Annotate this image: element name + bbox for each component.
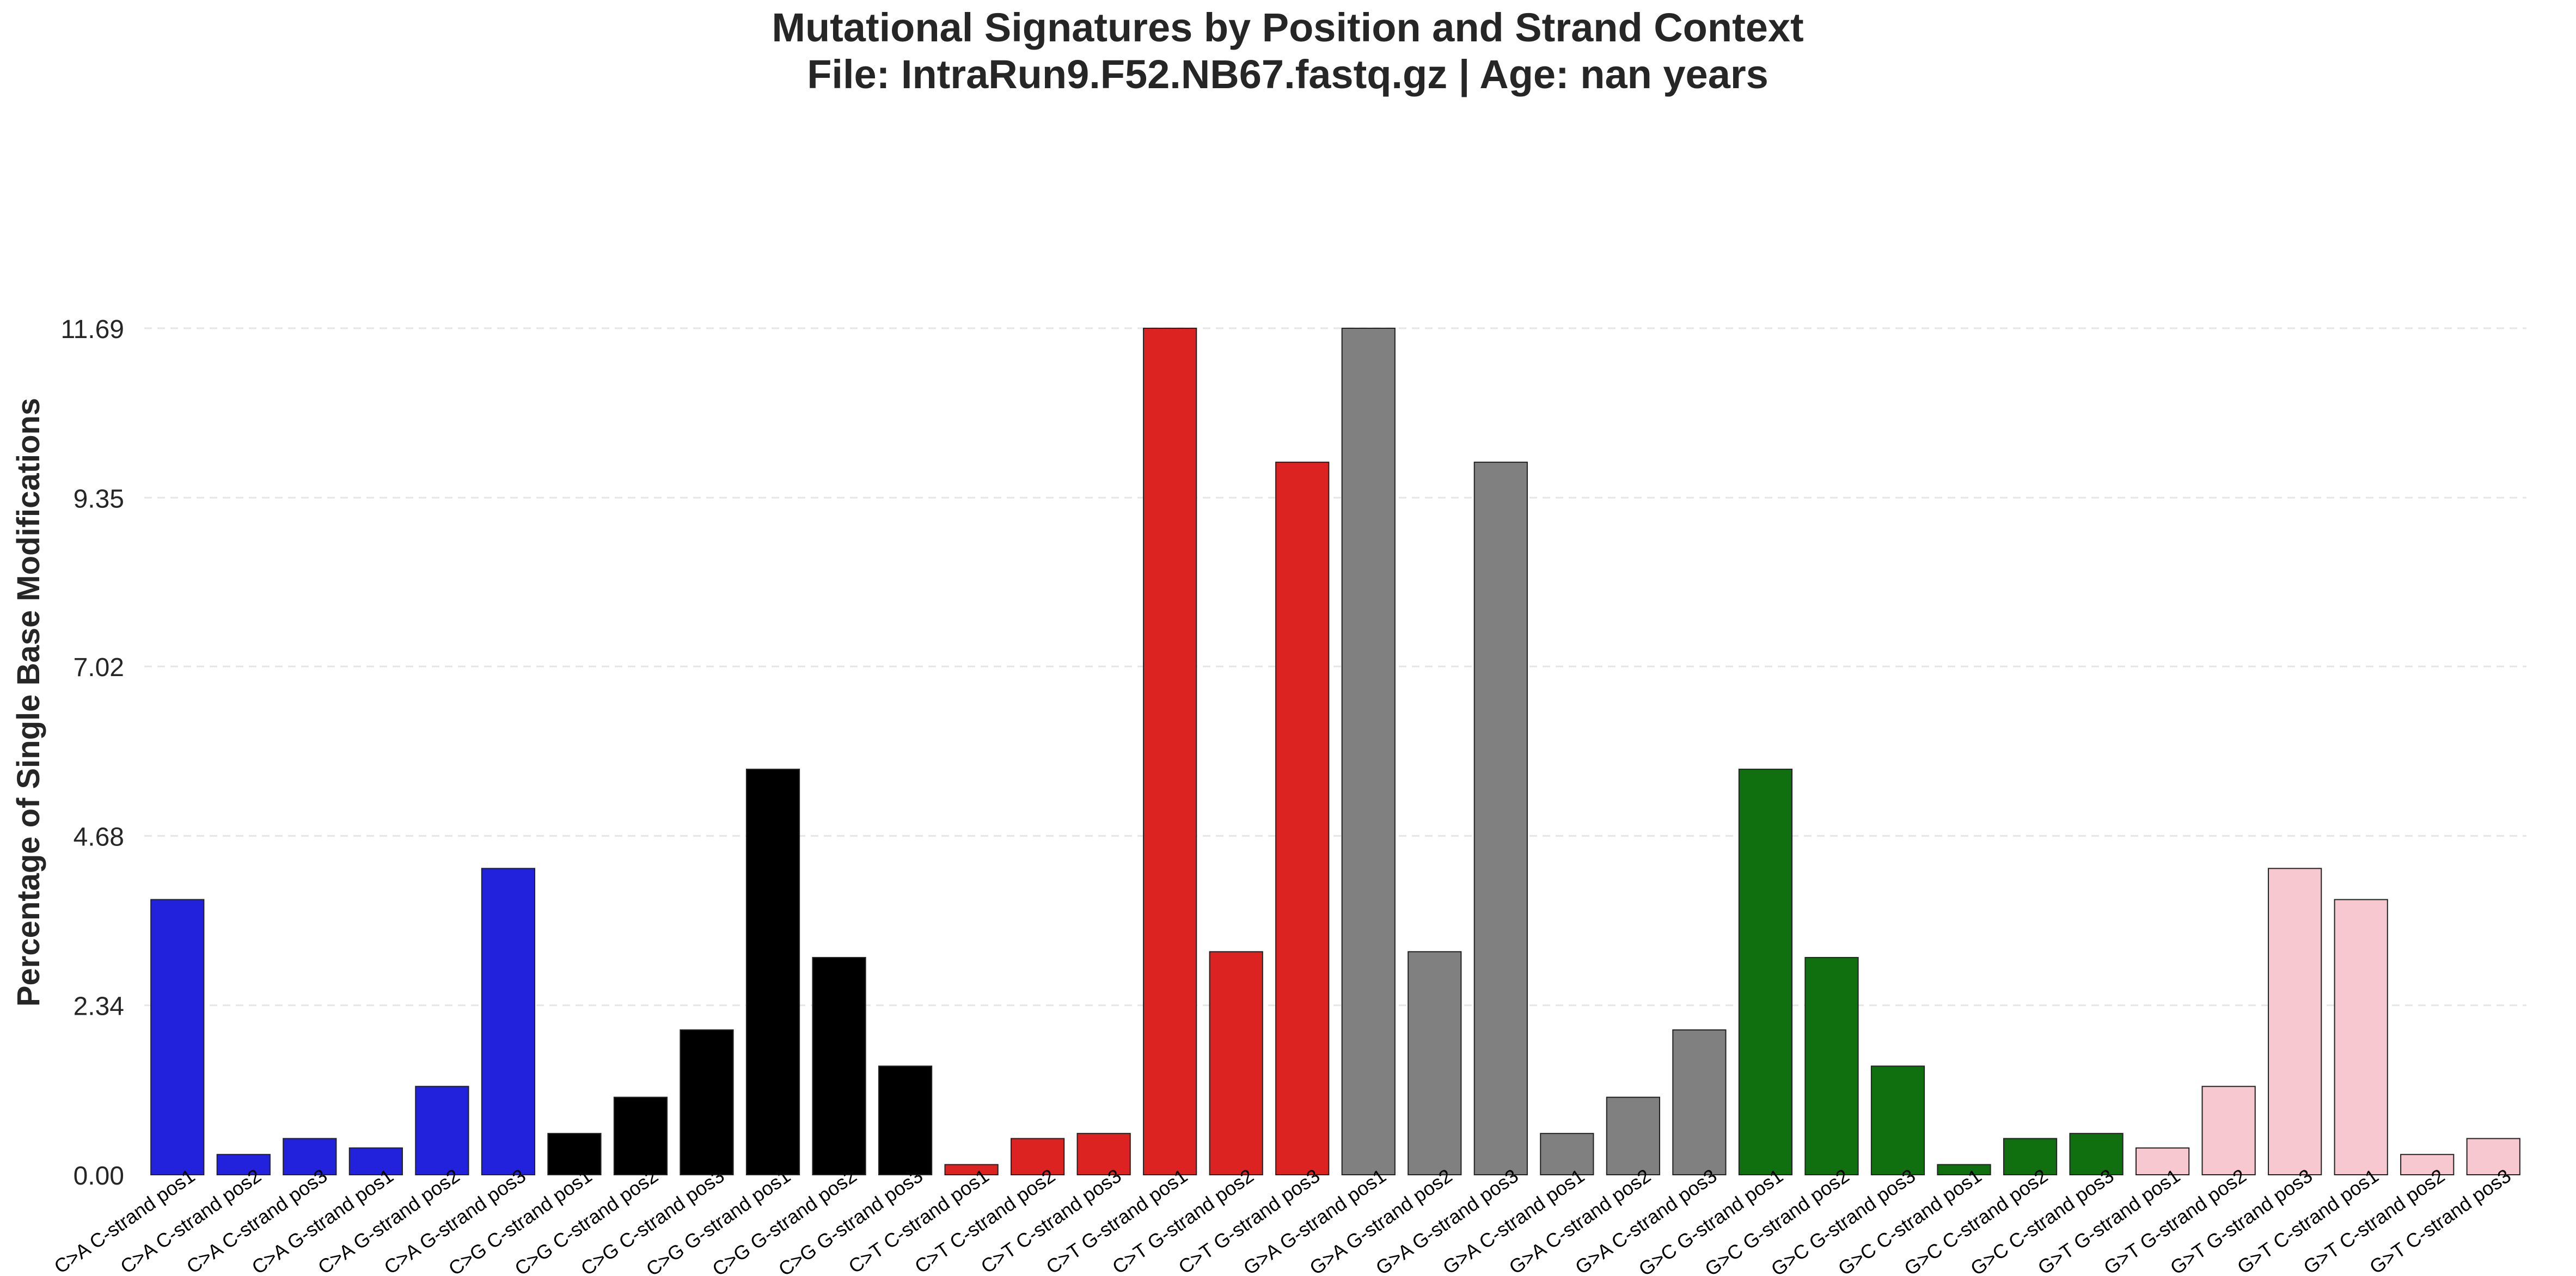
- bar: [613, 1096, 668, 1175]
- bar: [547, 1133, 602, 1175]
- bar: [150, 899, 205, 1176]
- y-tick-label: 4.68: [74, 823, 124, 851]
- bar: [1011, 1138, 1065, 1176]
- bars: [150, 328, 2520, 1176]
- y-axis-ticks: 0.00 2.34 4.68 7.02 9.35 11.69: [60, 315, 124, 1191]
- bar: [481, 868, 536, 1175]
- bar: [415, 1085, 469, 1175]
- bar: [1672, 1029, 1727, 1176]
- bar: [2135, 1147, 2190, 1175]
- bar: [283, 1138, 337, 1176]
- bar: [1341, 328, 1396, 1175]
- bar: [680, 1029, 734, 1176]
- y-axis-label: Percentage of Single Base Modifications: [11, 398, 46, 1007]
- bar: [745, 769, 800, 1175]
- chart-title: Mutational Signatures by Position and St…: [772, 5, 1803, 50]
- gridlines: [144, 327, 2526, 1007]
- y-tick-label: 2.34: [74, 992, 124, 1021]
- bar: [348, 1147, 403, 1175]
- bar: [1143, 328, 1197, 1175]
- y-tick-label: 11.69: [60, 315, 124, 344]
- bar: [2400, 1154, 2455, 1175]
- bar: [944, 1164, 999, 1175]
- bar: [2334, 899, 2388, 1176]
- bar: [878, 1065, 933, 1175]
- bar: [216, 1154, 271, 1175]
- bar: [1738, 769, 1793, 1175]
- bar: [1076, 1133, 1131, 1175]
- chart-subtitle: File: IntraRun9.F52.NB67.fastq.gz | Age:…: [807, 52, 1769, 97]
- bar: [812, 956, 866, 1175]
- bar: [1937, 1164, 1991, 1175]
- bar: [2003, 1138, 2058, 1176]
- bar: [1275, 462, 1330, 1175]
- bar: [1209, 951, 1263, 1176]
- y-tick-label: 0.00: [74, 1162, 124, 1191]
- bar: [1540, 1133, 1594, 1175]
- bar: [2201, 1085, 2256, 1175]
- bar: [1473, 462, 1528, 1175]
- bar: [1804, 956, 1859, 1175]
- bar: [2268, 868, 2322, 1175]
- bar: [1870, 1065, 1925, 1175]
- bar: [1606, 1096, 1660, 1175]
- y-tick-label: 9.35: [74, 484, 124, 513]
- bar: [1408, 951, 1462, 1176]
- bar: [2069, 1133, 2124, 1175]
- bar: [2466, 1138, 2520, 1176]
- y-tick-label: 7.02: [74, 653, 124, 682]
